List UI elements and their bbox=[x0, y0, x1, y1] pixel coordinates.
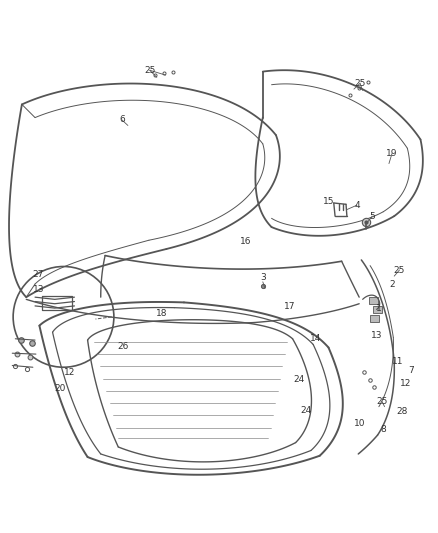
Text: 8: 8 bbox=[380, 425, 386, 434]
Text: 25: 25 bbox=[376, 397, 388, 406]
Text: 3: 3 bbox=[260, 273, 266, 282]
Text: 27: 27 bbox=[33, 270, 44, 279]
Text: 10: 10 bbox=[354, 419, 366, 428]
Text: 18: 18 bbox=[156, 309, 168, 318]
Text: 24: 24 bbox=[293, 375, 304, 384]
Bar bbox=[370, 314, 379, 322]
Text: 17: 17 bbox=[284, 302, 296, 311]
Text: 16: 16 bbox=[240, 237, 251, 246]
Text: 6: 6 bbox=[119, 115, 125, 124]
Text: 25: 25 bbox=[354, 79, 366, 88]
Text: 20: 20 bbox=[55, 384, 66, 393]
Bar bbox=[373, 306, 382, 313]
Text: 15: 15 bbox=[323, 197, 334, 206]
Text: 14: 14 bbox=[310, 334, 321, 343]
Text: 13: 13 bbox=[33, 285, 44, 294]
Text: 19: 19 bbox=[386, 149, 398, 158]
Text: 5: 5 bbox=[369, 212, 375, 221]
Text: 28: 28 bbox=[396, 407, 408, 416]
Text: 11: 11 bbox=[392, 358, 403, 367]
Text: 13: 13 bbox=[371, 331, 382, 340]
Text: 4: 4 bbox=[354, 201, 360, 209]
Text: 12: 12 bbox=[399, 379, 411, 389]
Text: 7: 7 bbox=[408, 366, 414, 375]
Text: 26: 26 bbox=[118, 342, 129, 351]
Text: 12: 12 bbox=[64, 368, 75, 377]
Bar bbox=[369, 297, 378, 304]
Text: 24: 24 bbox=[300, 406, 311, 415]
Text: 2: 2 bbox=[389, 279, 395, 288]
Text: 25: 25 bbox=[394, 265, 405, 274]
Text: 1: 1 bbox=[376, 304, 382, 313]
Text: 25: 25 bbox=[144, 66, 155, 75]
